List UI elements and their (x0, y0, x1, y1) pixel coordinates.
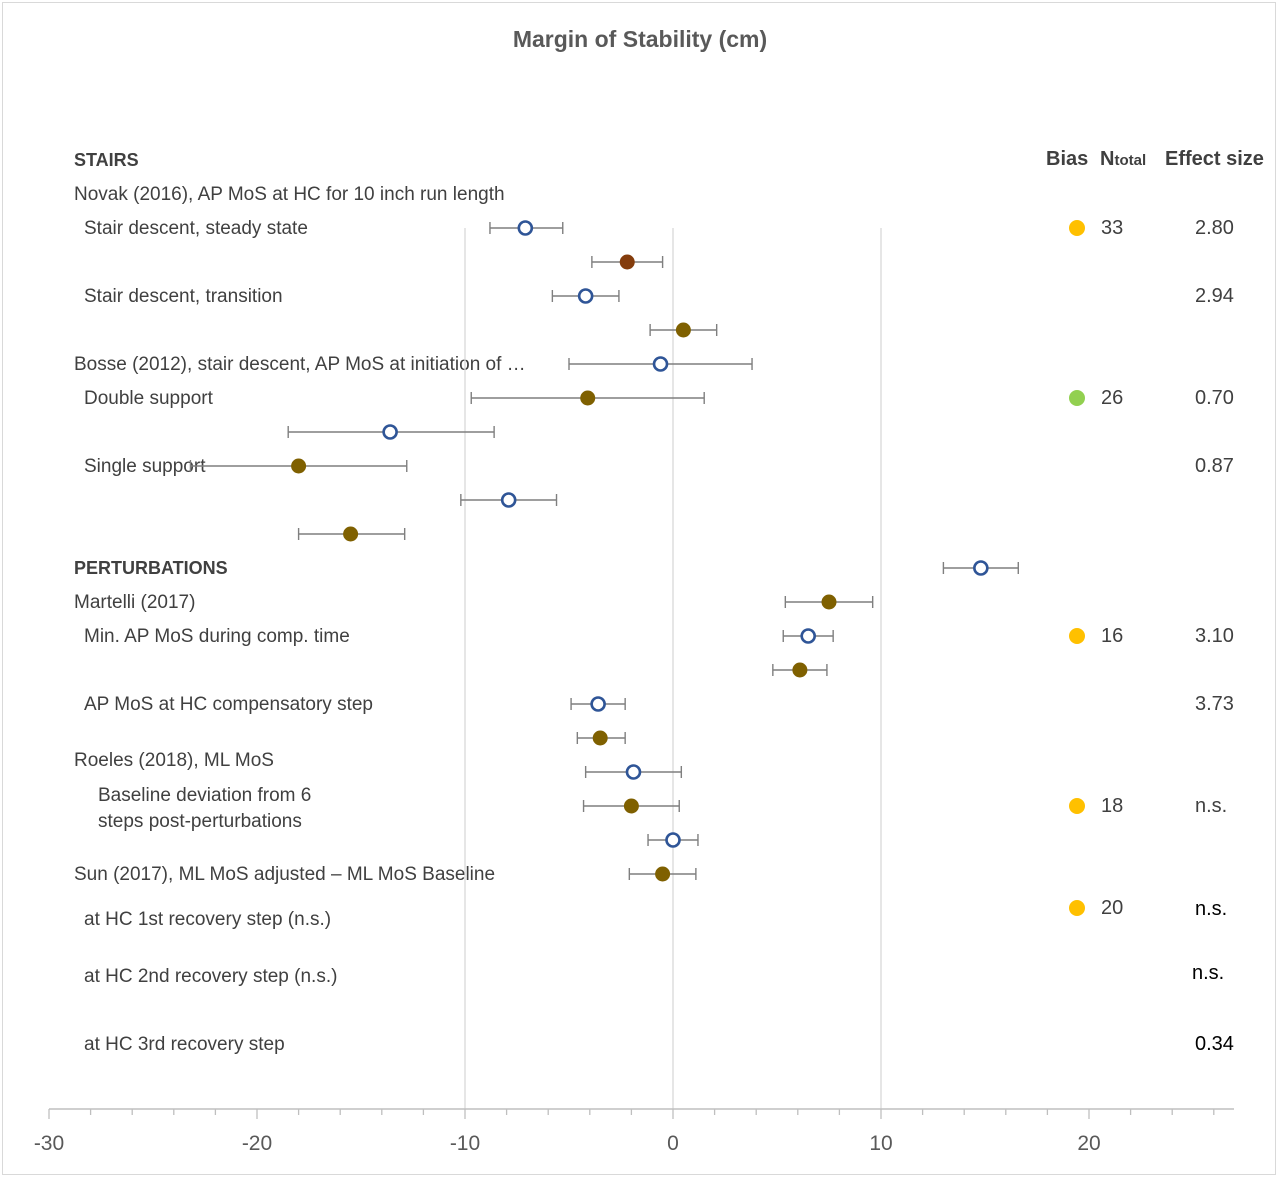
data-point-filled (619, 254, 635, 270)
chart-title: Margin of Stability (cm) (512, 26, 768, 52)
study-label-novak: Novak (2016), AP MoS at HC for 10 inch r… (74, 184, 505, 205)
outcome-label-5: Min. AP MoS during comp. time (84, 626, 350, 647)
effect-size-header: Effect size (1165, 148, 1264, 170)
outcome-label-7: Baseline deviation from 6 steps post-per… (98, 785, 312, 832)
study-label-bosse: Bosse (2012), stair descent, AP MoS at i… (74, 354, 526, 375)
data-point-open (800, 628, 817, 644)
n-total-roeles: 18 (1101, 795, 1124, 817)
n-total-bosse: 26 (1101, 387, 1124, 409)
outcome-label-9: at HC 2nd recovery step (n.s.) (84, 966, 338, 987)
bias-dot-bosse (1069, 390, 1085, 406)
x-tick-label: -30 (34, 1132, 64, 1155)
outcome-label-8: at HC 1st recovery step (n.s.) (84, 909, 332, 930)
section-perturbations: PERTURBATIONS (74, 558, 228, 578)
study-label-roeles: Roeles (2018), ML MoS (74, 750, 274, 771)
data-point-filled (592, 730, 608, 746)
effect-size-8: n.s. (1195, 898, 1228, 920)
outcome-label-2: Stair descent, transition (84, 286, 283, 307)
effect-size-5: 3.10 (1195, 625, 1234, 647)
data-point-open (577, 288, 594, 304)
n-total-novak: 33 (1101, 217, 1124, 239)
data-point-filled (655, 866, 671, 882)
outcome-label-4: Single support (84, 456, 206, 477)
x-tick-label: 10 (869, 1132, 892, 1155)
bias-dot-novak (1069, 220, 1085, 236)
effect-size-9: n.s. (1192, 962, 1225, 984)
data-point-open (382, 424, 398, 440)
bias-dot-roeles (1069, 798, 1085, 814)
effect-size-6: 3.73 (1195, 693, 1234, 715)
bias-header: Bias (1046, 148, 1089, 170)
x-tick-label: -20 (242, 1132, 272, 1155)
n-total-martelli: 16 (1101, 625, 1124, 647)
data-point-filled (291, 458, 307, 474)
bias-dot-sun (1069, 900, 1085, 916)
data-point-open (652, 356, 669, 372)
x-tick-label: 0 (667, 1132, 679, 1155)
effect-size-1: 2.80 (1195, 217, 1234, 239)
data-point-filled (623, 798, 639, 814)
data-point-filled (821, 594, 837, 610)
outcome-label-10: at HC 3rd recovery step (84, 1034, 285, 1055)
effect-size-10: 0.34 (1195, 1033, 1234, 1055)
data-point-open (590, 696, 606, 712)
section-stairs: STAIRS (74, 150, 139, 170)
effect-size-4: 0.87 (1195, 455, 1234, 477)
effect-size-3: 0.70 (1195, 387, 1234, 409)
x-tick-label: -10 (450, 1132, 480, 1155)
study-label-sun: Sun (2017), ML MoS adjusted – ML MoS Bas… (74, 864, 496, 885)
data-point-open (625, 764, 642, 780)
data-point-filled (343, 526, 359, 542)
data-point-open (665, 832, 681, 848)
data-point-open (517, 220, 534, 236)
bias-dot-martelli (1069, 628, 1085, 644)
outcome-label-6: AP MoS at HC compensatory step (84, 694, 373, 715)
data-point-filled (792, 662, 808, 678)
n-header-sub: total (1114, 152, 1147, 169)
study-label-martelli: Martelli (2017) (74, 592, 196, 613)
data-point-filled (675, 322, 691, 338)
data-point-open (973, 560, 989, 576)
outcome-label-3: Double support (84, 388, 213, 409)
n-total-header: Ntotal (1100, 148, 1146, 171)
n-total-sun: 20 (1101, 897, 1124, 919)
n-header-main: N (1100, 148, 1115, 170)
data-point-filled (580, 390, 596, 406)
data-point-open (500, 492, 517, 508)
outcome-label-1: Stair descent, steady state (84, 218, 308, 239)
x-tick-label: 20 (1077, 1132, 1100, 1155)
effect-size-2: 2.94 (1195, 285, 1234, 307)
effect-size-7: n.s. (1195, 795, 1228, 817)
